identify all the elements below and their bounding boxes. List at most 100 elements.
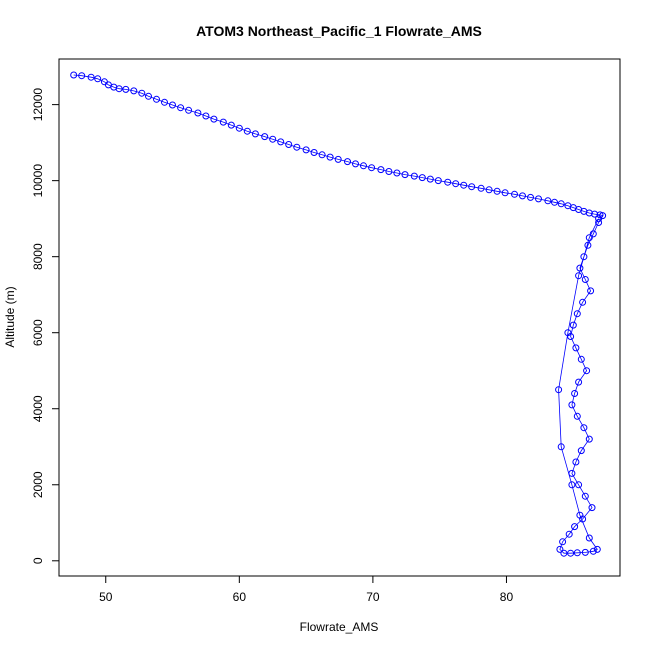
data-point [588, 504, 596, 512]
data-point [194, 109, 202, 117]
data-point [568, 481, 576, 489]
data-point [571, 390, 579, 397]
data-point [575, 378, 583, 386]
data-point [519, 192, 526, 200]
data-point [585, 534, 593, 542]
series-line [73, 74, 604, 554]
data-point [572, 344, 580, 352]
data-point [595, 215, 603, 223]
data-point [310, 149, 318, 156]
chart-title: ATOM3 Northeast_Pacific_1 Flowrate_AMS [196, 23, 482, 39]
data-point [130, 87, 138, 95]
data-point [277, 138, 285, 146]
y-tick-label: 8000 [31, 243, 45, 270]
data-point [169, 101, 176, 109]
data-point [557, 443, 565, 451]
data-point [573, 549, 581, 557]
data-point [589, 547, 597, 555]
data-point [595, 219, 603, 226]
y-tick-label: 4000 [31, 395, 45, 422]
data-point [78, 72, 86, 80]
x-tick-label: 60 [233, 590, 247, 604]
data-point [580, 424, 588, 432]
data-point [269, 135, 277, 143]
data-point [575, 481, 583, 489]
x-axis-label: Flowrate_AMS [300, 620, 379, 634]
data-point [583, 367, 591, 375]
data-point [581, 492, 589, 500]
data-point [557, 200, 565, 208]
y-tick-label: 0 [31, 557, 45, 564]
data-point [344, 158, 351, 166]
data-point [535, 195, 542, 203]
data-point [560, 549, 568, 557]
data-point [210, 115, 218, 123]
data-point [587, 287, 595, 295]
data-point [527, 193, 534, 201]
data-point [585, 435, 593, 443]
data-point [444, 178, 452, 186]
data-point [202, 112, 210, 120]
data-point [511, 190, 518, 198]
data-point [185, 106, 193, 114]
data-point [393, 169, 401, 177]
data-point [551, 198, 558, 206]
data-point [556, 545, 564, 553]
data-point [577, 355, 585, 363]
data-point [460, 181, 468, 189]
data-point [573, 412, 581, 420]
data-point [219, 118, 227, 126]
data-point [138, 89, 146, 97]
data-point [161, 98, 168, 106]
data-point [385, 168, 393, 175]
data-point [501, 189, 509, 197]
data-point [477, 184, 485, 192]
data-point [544, 197, 552, 205]
data-point [145, 92, 152, 100]
y-tick-label: 6000 [31, 319, 45, 346]
data-point [334, 155, 342, 163]
data-point [293, 143, 301, 151]
plot-frame [58, 58, 621, 577]
data-point [401, 171, 409, 179]
data-point [493, 187, 501, 195]
x-tick-label: 70 [366, 590, 380, 604]
data-point [410, 172, 418, 180]
data-point [426, 175, 434, 183]
data-series-group [70, 71, 607, 557]
data-point [579, 298, 587, 306]
data-point [485, 186, 493, 194]
y-tick-label: 12000 [31, 88, 45, 122]
data-point [122, 85, 130, 93]
data-point [261, 133, 269, 141]
data-point [318, 151, 326, 159]
data-point [577, 447, 585, 455]
data-point [580, 253, 588, 261]
data-point [352, 160, 359, 168]
x-tick-label: 80 [500, 590, 514, 604]
data-point [227, 121, 235, 129]
data-point [285, 141, 293, 148]
data-point [302, 146, 310, 154]
data-point [87, 73, 95, 81]
data-point [572, 458, 580, 466]
data-point [251, 130, 259, 138]
data-point [177, 104, 185, 112]
data-point [591, 210, 599, 218]
data-point [70, 71, 78, 79]
data-point [585, 234, 593, 242]
y-axis-label: Altitude (m) [3, 286, 17, 347]
x-axis: 50 60 70 80 [99, 575, 514, 604]
data-point [593, 545, 601, 553]
data-point [581, 548, 589, 556]
data-point [567, 549, 575, 557]
data-point [468, 183, 476, 191]
data-point [559, 538, 567, 546]
data-point [569, 321, 577, 329]
data-point [575, 272, 583, 280]
data-point [576, 264, 584, 272]
data-point [360, 162, 367, 170]
data-point [452, 180, 460, 188]
data-point [243, 127, 251, 135]
